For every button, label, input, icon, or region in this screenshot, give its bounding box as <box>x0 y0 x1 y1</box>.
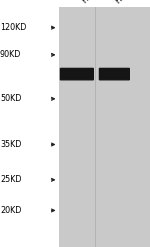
Bar <box>59 7 150 247</box>
Text: 90KD: 90KD <box>0 50 21 59</box>
FancyBboxPatch shape <box>60 68 93 80</box>
Text: HepG2: HepG2 <box>80 0 106 5</box>
Text: 50KD: 50KD <box>0 94 21 103</box>
Text: 20KD: 20KD <box>0 206 21 215</box>
FancyBboxPatch shape <box>99 68 129 80</box>
Text: 25KD: 25KD <box>0 175 21 184</box>
Text: HEK293: HEK293 <box>114 0 142 5</box>
Text: 120KD: 120KD <box>0 23 26 32</box>
Text: 35KD: 35KD <box>0 140 21 149</box>
